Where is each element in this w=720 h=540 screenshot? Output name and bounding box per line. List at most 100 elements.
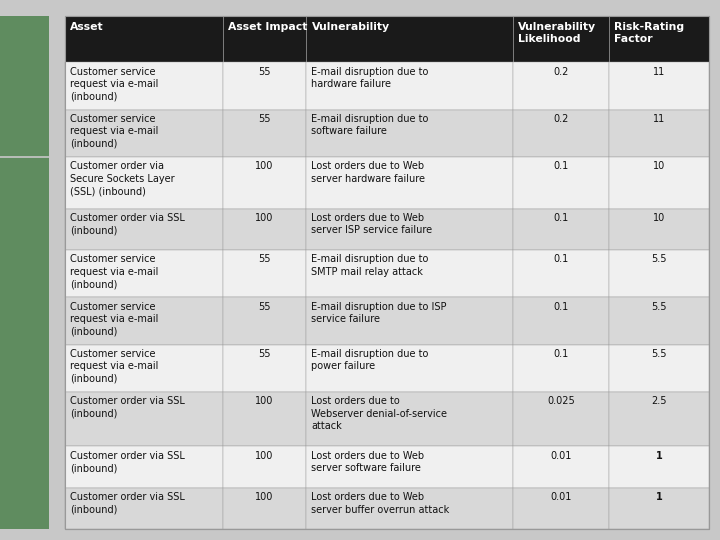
Text: 2.5: 2.5 bbox=[652, 396, 667, 407]
Text: 0.1: 0.1 bbox=[554, 254, 569, 265]
FancyBboxPatch shape bbox=[307, 488, 513, 529]
Text: 100: 100 bbox=[256, 396, 274, 407]
FancyBboxPatch shape bbox=[513, 110, 609, 157]
FancyBboxPatch shape bbox=[513, 488, 609, 529]
Text: 5.5: 5.5 bbox=[652, 302, 667, 312]
Text: E-mail disruption due to
hardware failure: E-mail disruption due to hardware failur… bbox=[312, 67, 429, 89]
Text: 11: 11 bbox=[653, 114, 665, 124]
FancyBboxPatch shape bbox=[513, 16, 609, 62]
FancyBboxPatch shape bbox=[307, 63, 513, 110]
Text: 0.01: 0.01 bbox=[550, 492, 572, 502]
Text: 100: 100 bbox=[256, 213, 274, 223]
FancyBboxPatch shape bbox=[65, 63, 222, 110]
FancyBboxPatch shape bbox=[307, 209, 513, 250]
FancyBboxPatch shape bbox=[222, 110, 307, 157]
Text: Lost orders due to Web
server ISP service failure: Lost orders due to Web server ISP servic… bbox=[312, 213, 433, 235]
Text: 0.025: 0.025 bbox=[547, 396, 575, 407]
FancyBboxPatch shape bbox=[222, 157, 307, 209]
FancyBboxPatch shape bbox=[513, 345, 609, 392]
Text: Customer order via SSL
(inbound): Customer order via SSL (inbound) bbox=[70, 396, 185, 419]
FancyBboxPatch shape bbox=[65, 392, 222, 447]
Text: E-mail disruption due to ISP
service failure: E-mail disruption due to ISP service fai… bbox=[312, 302, 447, 324]
FancyBboxPatch shape bbox=[307, 250, 513, 298]
Text: E-mail disruption due to
SMTP mail relay attack: E-mail disruption due to SMTP mail relay… bbox=[312, 254, 429, 277]
Text: 100: 100 bbox=[256, 161, 274, 171]
FancyBboxPatch shape bbox=[222, 447, 307, 488]
Text: Customer order via SSL
(inbound): Customer order via SSL (inbound) bbox=[70, 213, 185, 235]
Text: 55: 55 bbox=[258, 114, 271, 124]
FancyBboxPatch shape bbox=[222, 209, 307, 250]
FancyBboxPatch shape bbox=[609, 392, 709, 447]
FancyBboxPatch shape bbox=[307, 157, 513, 209]
FancyBboxPatch shape bbox=[513, 157, 609, 209]
Text: 55: 55 bbox=[258, 349, 271, 359]
Text: Customer service
request via e-mail
(inbound): Customer service request via e-mail (inb… bbox=[70, 302, 158, 336]
Text: Customer order via SSL
(inbound): Customer order via SSL (inbound) bbox=[70, 492, 185, 515]
Text: Customer service
request via e-mail
(inbound): Customer service request via e-mail (inb… bbox=[70, 67, 158, 102]
Text: Customer order via SSL
(inbound): Customer order via SSL (inbound) bbox=[70, 451, 185, 473]
FancyBboxPatch shape bbox=[513, 63, 609, 110]
Text: 0.1: 0.1 bbox=[554, 161, 569, 171]
Text: 55: 55 bbox=[258, 302, 271, 312]
FancyBboxPatch shape bbox=[307, 110, 513, 157]
FancyBboxPatch shape bbox=[513, 447, 609, 488]
FancyBboxPatch shape bbox=[65, 298, 222, 345]
Text: 100: 100 bbox=[256, 492, 274, 502]
Text: Vulnerability: Vulnerability bbox=[312, 22, 390, 32]
Text: 10: 10 bbox=[653, 161, 665, 171]
Text: Customer service
request via e-mail
(inbound): Customer service request via e-mail (inb… bbox=[70, 254, 158, 289]
Text: Customer service
request via e-mail
(inbound): Customer service request via e-mail (inb… bbox=[70, 349, 158, 384]
Text: 0.1: 0.1 bbox=[554, 302, 569, 312]
FancyBboxPatch shape bbox=[65, 447, 222, 488]
Text: 55: 55 bbox=[258, 254, 271, 265]
FancyBboxPatch shape bbox=[609, 447, 709, 488]
Text: Customer service
request via e-mail
(inbound): Customer service request via e-mail (inb… bbox=[70, 114, 158, 149]
Text: 0.1: 0.1 bbox=[554, 213, 569, 223]
FancyBboxPatch shape bbox=[0, 16, 49, 529]
Text: 5.5: 5.5 bbox=[652, 254, 667, 265]
FancyBboxPatch shape bbox=[609, 298, 709, 345]
FancyBboxPatch shape bbox=[307, 392, 513, 447]
Text: 1: 1 bbox=[656, 492, 662, 502]
FancyBboxPatch shape bbox=[65, 16, 709, 529]
Text: Customer order via
Secure Sockets Layer
(SSL) (inbound): Customer order via Secure Sockets Layer … bbox=[70, 161, 174, 196]
FancyBboxPatch shape bbox=[222, 392, 307, 447]
FancyBboxPatch shape bbox=[609, 250, 709, 298]
FancyBboxPatch shape bbox=[65, 110, 222, 157]
FancyBboxPatch shape bbox=[609, 209, 709, 250]
Text: 0.2: 0.2 bbox=[553, 67, 569, 77]
Text: Asset Impact: Asset Impact bbox=[228, 22, 307, 32]
Text: E-mail disruption due to
software failure: E-mail disruption due to software failur… bbox=[312, 114, 429, 137]
Text: Lost orders due to Web
server hardware failure: Lost orders due to Web server hardware f… bbox=[312, 161, 426, 184]
FancyBboxPatch shape bbox=[222, 298, 307, 345]
FancyBboxPatch shape bbox=[65, 345, 222, 392]
FancyBboxPatch shape bbox=[307, 298, 513, 345]
FancyBboxPatch shape bbox=[222, 63, 307, 110]
FancyBboxPatch shape bbox=[222, 345, 307, 392]
FancyBboxPatch shape bbox=[609, 488, 709, 529]
FancyBboxPatch shape bbox=[222, 250, 307, 298]
FancyBboxPatch shape bbox=[513, 392, 609, 447]
FancyBboxPatch shape bbox=[609, 16, 709, 62]
FancyBboxPatch shape bbox=[65, 157, 222, 209]
Text: 1: 1 bbox=[656, 451, 662, 461]
FancyBboxPatch shape bbox=[65, 250, 222, 298]
FancyBboxPatch shape bbox=[513, 209, 609, 250]
FancyBboxPatch shape bbox=[222, 16, 307, 62]
Text: 0.1: 0.1 bbox=[554, 349, 569, 359]
Text: E-mail disruption due to
power failure: E-mail disruption due to power failure bbox=[312, 349, 429, 372]
FancyBboxPatch shape bbox=[65, 16, 222, 62]
Text: Lost orders due to Web
server buffer overrun attack: Lost orders due to Web server buffer ove… bbox=[312, 492, 450, 515]
FancyBboxPatch shape bbox=[307, 345, 513, 392]
Text: Lost orders due to
Webserver denial-of-service
attack: Lost orders due to Webserver denial-of-s… bbox=[312, 396, 448, 431]
FancyBboxPatch shape bbox=[609, 110, 709, 157]
Text: Lost orders due to Web
server software failure: Lost orders due to Web server software f… bbox=[312, 451, 425, 473]
FancyBboxPatch shape bbox=[222, 488, 307, 529]
FancyBboxPatch shape bbox=[307, 16, 513, 62]
Text: 55: 55 bbox=[258, 67, 271, 77]
Text: 11: 11 bbox=[653, 67, 665, 77]
FancyBboxPatch shape bbox=[65, 488, 222, 529]
FancyBboxPatch shape bbox=[65, 209, 222, 250]
Text: 0.2: 0.2 bbox=[553, 114, 569, 124]
Text: Vulnerability
Likelihood: Vulnerability Likelihood bbox=[518, 22, 596, 44]
